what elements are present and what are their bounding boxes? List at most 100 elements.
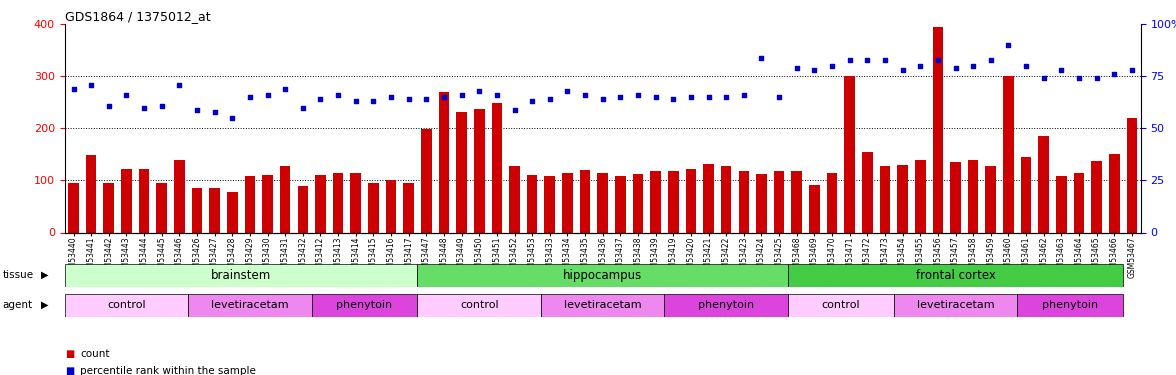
Bar bbox=[527, 175, 537, 232]
Bar bbox=[1003, 76, 1014, 232]
Point bbox=[1087, 75, 1105, 81]
Bar bbox=[315, 175, 326, 232]
Bar bbox=[312, 294, 417, 317]
Bar bbox=[739, 171, 749, 232]
Text: phenytoin: phenytoin bbox=[336, 300, 393, 310]
Point bbox=[506, 107, 524, 113]
Text: GDS1864 / 1375012_at: GDS1864 / 1375012_at bbox=[65, 10, 211, 23]
Text: levetiracetam: levetiracetam bbox=[563, 300, 642, 310]
Point bbox=[134, 105, 153, 111]
Point bbox=[222, 115, 242, 121]
Text: ▶: ▶ bbox=[41, 270, 48, 280]
Bar bbox=[439, 92, 449, 232]
Point bbox=[452, 92, 470, 98]
Bar bbox=[597, 172, 608, 232]
Point bbox=[169, 82, 188, 88]
Point bbox=[788, 65, 807, 71]
Bar bbox=[156, 183, 167, 232]
Bar bbox=[633, 174, 643, 232]
Point bbox=[188, 107, 207, 113]
Bar bbox=[1074, 172, 1084, 232]
Point bbox=[240, 94, 259, 100]
Point bbox=[699, 94, 717, 100]
Point bbox=[1122, 67, 1141, 73]
Bar bbox=[950, 162, 961, 232]
Point bbox=[822, 63, 841, 69]
Point bbox=[540, 96, 560, 102]
Point bbox=[929, 57, 948, 63]
Bar bbox=[139, 169, 149, 232]
Point bbox=[329, 92, 348, 98]
Bar bbox=[227, 192, 238, 232]
Bar bbox=[121, 169, 132, 232]
Bar bbox=[562, 172, 573, 232]
Point bbox=[64, 86, 82, 92]
Point bbox=[381, 94, 400, 100]
Bar bbox=[580, 170, 590, 232]
Bar bbox=[403, 183, 414, 232]
Point bbox=[840, 57, 858, 63]
Bar bbox=[209, 188, 220, 232]
Text: frontal cortex: frontal cortex bbox=[916, 269, 995, 282]
Point bbox=[858, 57, 877, 63]
Point bbox=[487, 92, 506, 98]
Text: phenytoin: phenytoin bbox=[1042, 300, 1098, 310]
Point bbox=[753, 55, 771, 61]
Point bbox=[769, 94, 788, 100]
Point bbox=[1053, 67, 1071, 73]
Point bbox=[946, 65, 964, 71]
Point bbox=[594, 96, 613, 102]
Bar bbox=[721, 166, 731, 232]
Point bbox=[612, 94, 630, 100]
Text: count: count bbox=[80, 350, 109, 359]
Text: ■: ■ bbox=[65, 366, 74, 375]
Point bbox=[152, 102, 172, 108]
Point bbox=[118, 92, 135, 98]
Bar bbox=[174, 160, 185, 232]
Point bbox=[1035, 75, 1054, 81]
Text: phenytoin: phenytoin bbox=[699, 300, 754, 310]
Bar bbox=[827, 172, 837, 232]
Bar bbox=[686, 169, 696, 232]
Point bbox=[981, 57, 1000, 63]
Point bbox=[559, 88, 577, 94]
Bar bbox=[474, 109, 485, 232]
Bar bbox=[262, 175, 273, 232]
Bar bbox=[1127, 118, 1137, 232]
Point bbox=[663, 96, 682, 102]
Point bbox=[365, 98, 383, 104]
Bar bbox=[894, 294, 1017, 317]
Bar bbox=[1056, 176, 1067, 232]
Bar bbox=[280, 166, 290, 232]
Bar bbox=[862, 152, 873, 232]
Bar bbox=[650, 171, 661, 232]
Text: levetiracetam: levetiracetam bbox=[916, 300, 995, 310]
Bar bbox=[664, 294, 788, 317]
Bar bbox=[333, 172, 343, 232]
Bar bbox=[788, 294, 894, 317]
Point bbox=[1000, 42, 1018, 48]
Bar bbox=[788, 264, 1123, 287]
Point bbox=[310, 96, 329, 102]
Bar bbox=[915, 160, 926, 232]
Bar bbox=[774, 171, 784, 232]
Point bbox=[963, 63, 982, 69]
Point bbox=[804, 67, 823, 73]
Bar bbox=[844, 76, 855, 232]
Bar bbox=[417, 294, 541, 317]
Text: control: control bbox=[107, 300, 146, 310]
Bar bbox=[897, 165, 908, 232]
Bar bbox=[1038, 136, 1049, 232]
Point bbox=[400, 96, 419, 102]
Bar bbox=[756, 174, 767, 232]
Point bbox=[416, 96, 435, 102]
Point bbox=[647, 94, 666, 100]
Point bbox=[435, 94, 454, 100]
Bar bbox=[350, 172, 361, 232]
Bar bbox=[985, 166, 996, 232]
Bar bbox=[65, 264, 417, 287]
Bar bbox=[68, 183, 79, 232]
Bar bbox=[544, 176, 555, 232]
Bar bbox=[492, 104, 502, 232]
Bar bbox=[1091, 161, 1102, 232]
